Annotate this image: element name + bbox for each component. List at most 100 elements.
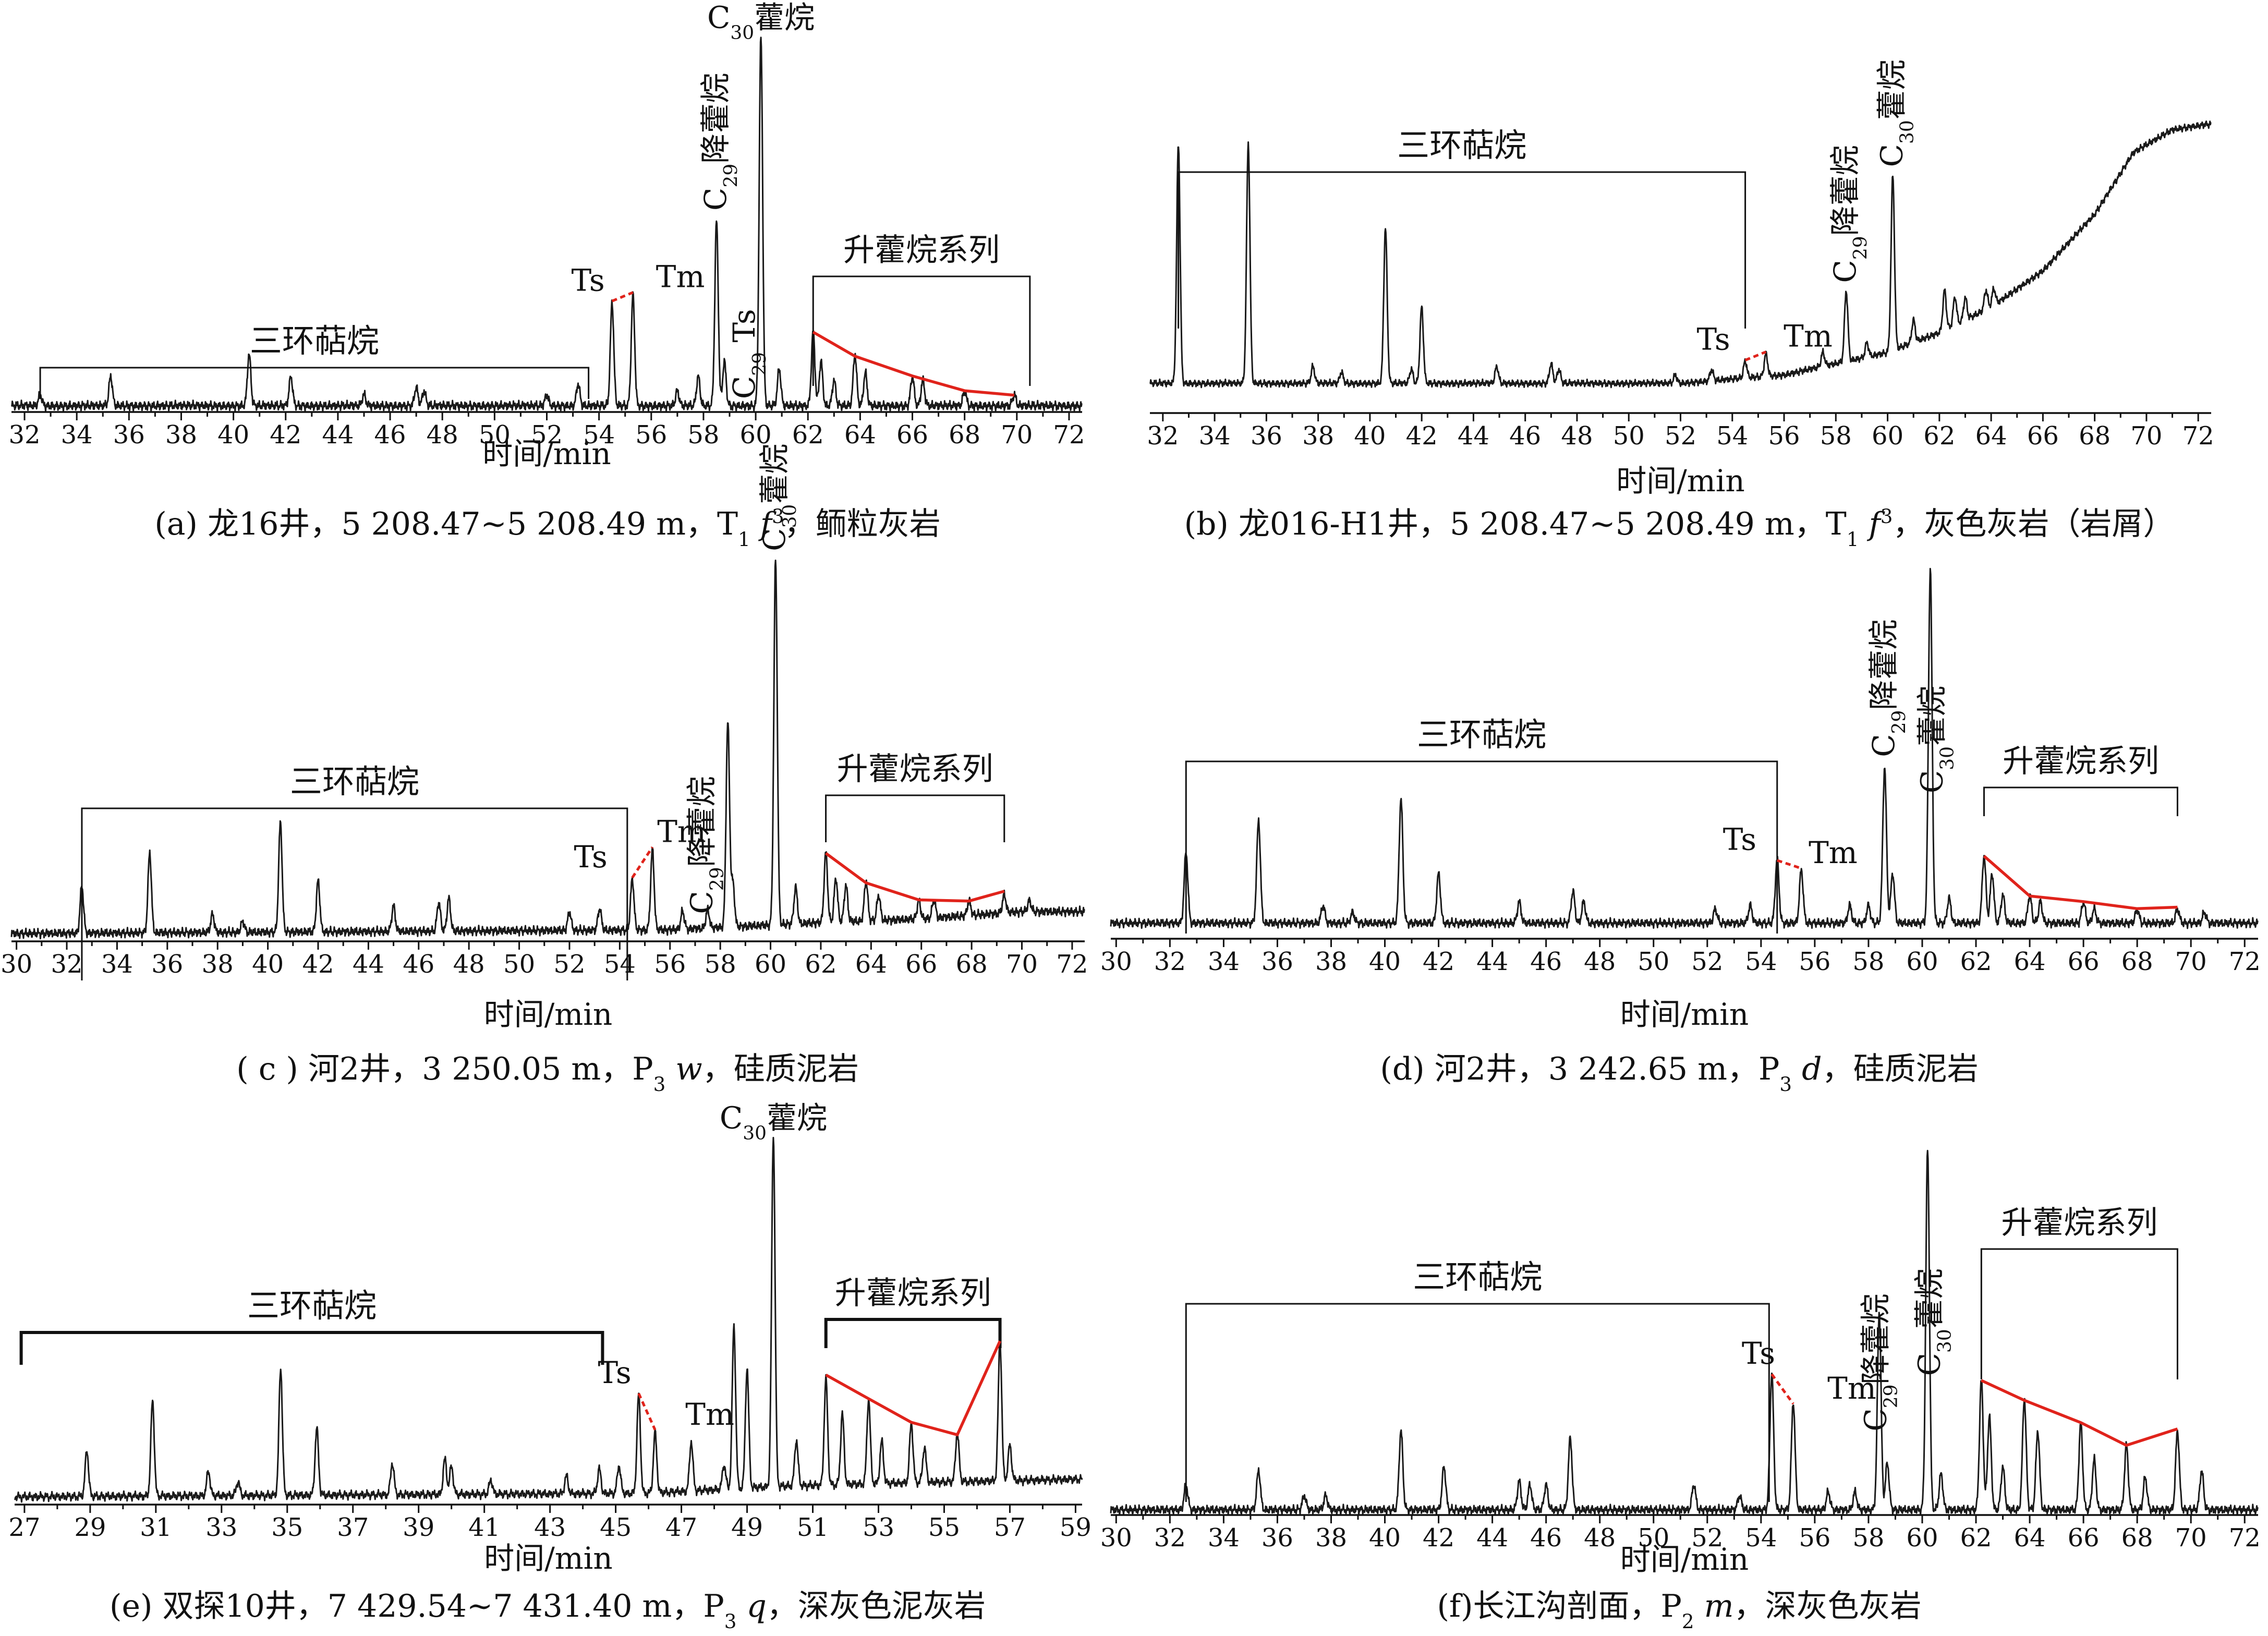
tick-label: 52	[553, 950, 585, 979]
tricyclic-bracket	[1185, 1303, 1770, 1502]
tricyclic-bracket	[81, 807, 628, 980]
tick-label: 33	[205, 1513, 237, 1542]
homohopane-label: 升藿烷系列	[837, 751, 993, 787]
tick-label: 66	[2027, 421, 2059, 451]
tricyclic-label: 三环萜烷	[1413, 1258, 1542, 1296]
tick-label: 50	[1638, 947, 1669, 976]
tick-label: 56	[1799, 947, 1830, 976]
tick-label: 42	[1423, 1523, 1454, 1553]
homohopane-bracket	[812, 275, 1031, 386]
peak-label-c30: C30藿烷	[1911, 1268, 1955, 1376]
tick-label: 38	[1315, 947, 1347, 976]
tick-label: 58	[687, 420, 719, 450]
tick-label: 50	[1613, 421, 1645, 451]
tick-label: 38	[202, 950, 234, 979]
peak-label-c29ts: C29 Ts	[726, 309, 770, 399]
peak-label-ts: Ts	[1696, 322, 1730, 357]
tick-label: 48	[427, 420, 458, 450]
tricyclic-label: 三环萜烷	[1417, 716, 1546, 754]
panel-caption-c: ( c ) 河2井，3 250.05 m，P3 w，硅质泥岩	[236, 1051, 858, 1096]
tick-label: 44	[322, 420, 354, 450]
panel-caption-d: (d) 河2井，3 242.65 m，P3 d，硅质泥岩	[1380, 1051, 1978, 1096]
chromatogram-trace-d	[1110, 567, 2259, 929]
tick-label: 62	[792, 420, 824, 450]
tricyclic-bracket	[1178, 171, 1747, 329]
tick-label: 62	[1960, 947, 1992, 976]
tick-label: 72	[1053, 420, 1085, 450]
tick-label: 46	[1530, 1523, 1562, 1553]
tick-label: 34	[1208, 947, 1240, 976]
homohopane-trend-line	[1981, 1379, 2178, 1447]
tick-label: 62	[1923, 421, 1955, 451]
x-axis-label: 时间/min	[1620, 997, 1749, 1032]
tick-label: 68	[956, 950, 988, 979]
homohopane-trend-line	[824, 852, 1005, 903]
tick-label: 66	[2068, 947, 2100, 976]
tick-label: 68	[2079, 421, 2111, 451]
chromatogram-trace-b	[1149, 120, 2212, 389]
tick-label: 54	[583, 420, 615, 450]
tick-label: 34	[101, 950, 133, 979]
tick-label: 54	[1716, 421, 1748, 451]
tick-label: 32	[1147, 421, 1179, 451]
tick-label: 41	[468, 1513, 500, 1542]
tick-label: 37	[337, 1513, 369, 1542]
tick-label: 32	[51, 950, 82, 979]
tick-label: 38	[1315, 1523, 1347, 1553]
tricyclic-label: 三环萜烷	[250, 322, 379, 360]
tick-label: 58	[1852, 947, 1884, 976]
tick-label: 58	[705, 950, 736, 979]
tick-label: 52	[1691, 947, 1723, 976]
homohopane-bracket	[824, 1318, 1002, 1348]
tick-label: 48	[1584, 947, 1616, 976]
tricyclic-label: 三环萜烷	[247, 1287, 377, 1325]
tick-label: 29	[74, 1513, 106, 1542]
peak-label-ts: Ts	[598, 1355, 631, 1390]
tick-label: 72	[2229, 1523, 2261, 1553]
tick-label: 58	[1820, 421, 1852, 451]
peak-label-tm: Tm	[1784, 319, 1833, 354]
peak-label-ts: Ts	[1723, 822, 1756, 857]
x-axis-label: 时间/min	[1620, 1542, 1749, 1577]
tick-label: 38	[1302, 421, 1334, 451]
ts-tm-connector	[611, 291, 634, 302]
homohopane-label: 升藿烷系列	[843, 232, 1000, 269]
tick-label: 34	[1199, 421, 1231, 451]
tick-label: 68	[2121, 947, 2153, 976]
tick-label: 70	[2175, 1523, 2207, 1553]
tick-label: 68	[2121, 1523, 2153, 1553]
tick-label: 52	[1665, 421, 1696, 451]
homohopane-bracket	[1983, 786, 2178, 816]
peak-label-c29: C29降藿烷	[698, 73, 742, 211]
tick-label: 40	[1369, 947, 1401, 976]
tricyclic-bracket	[39, 367, 590, 399]
tick-label: 30	[1100, 1523, 1132, 1553]
tricyclic-label: 三环萜烷	[290, 762, 419, 801]
tick-label: 64	[2014, 1523, 2046, 1553]
panel-f: 30 32 34 36 38 40 42 44 46 48 50 52 54 56 58 60 62 64 66 68…	[1100, 1149, 2261, 1633]
peak-label-ts: Ts	[571, 262, 604, 298]
tick-label: 56	[1768, 421, 1800, 451]
tick-label: 72	[2182, 421, 2214, 451]
homohopane-label: 升藿烷系列	[2003, 743, 2159, 780]
peak-label-c30: C30藿烷	[757, 444, 801, 551]
tick-label: 39	[403, 1513, 434, 1542]
tick-label: 54	[1745, 947, 1777, 976]
tick-label: 47	[665, 1513, 697, 1542]
tick-label: 40	[1369, 1523, 1401, 1553]
tick-label: 36	[1262, 947, 1293, 976]
homohopane-trend-line	[1983, 855, 2178, 911]
tick-label: 36	[113, 420, 145, 450]
tick-label: 56	[1799, 1523, 1830, 1553]
x-axis-label: 时间/min	[1616, 463, 1744, 499]
peak-label-tm: Tm	[1827, 1371, 1876, 1406]
tick-label: 48	[1584, 1523, 1616, 1553]
tick-label: 54	[604, 950, 636, 979]
tick-label: 55	[928, 1513, 960, 1542]
homohopane-trend-line	[825, 1340, 1002, 1436]
tick-label: 66	[905, 950, 937, 979]
tick-label: 32	[8, 420, 40, 450]
peak-label-tm: Tm	[657, 814, 706, 849]
ts-tm-connector	[631, 846, 654, 879]
